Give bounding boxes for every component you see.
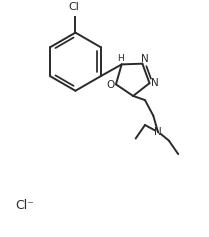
- Text: N: N: [141, 54, 149, 64]
- Text: Cl⁻: Cl⁻: [15, 200, 34, 213]
- Text: O: O: [107, 80, 115, 90]
- Text: H: H: [117, 54, 124, 63]
- Text: Cl: Cl: [68, 2, 79, 12]
- Text: N: N: [154, 127, 162, 137]
- Text: N: N: [152, 78, 159, 88]
